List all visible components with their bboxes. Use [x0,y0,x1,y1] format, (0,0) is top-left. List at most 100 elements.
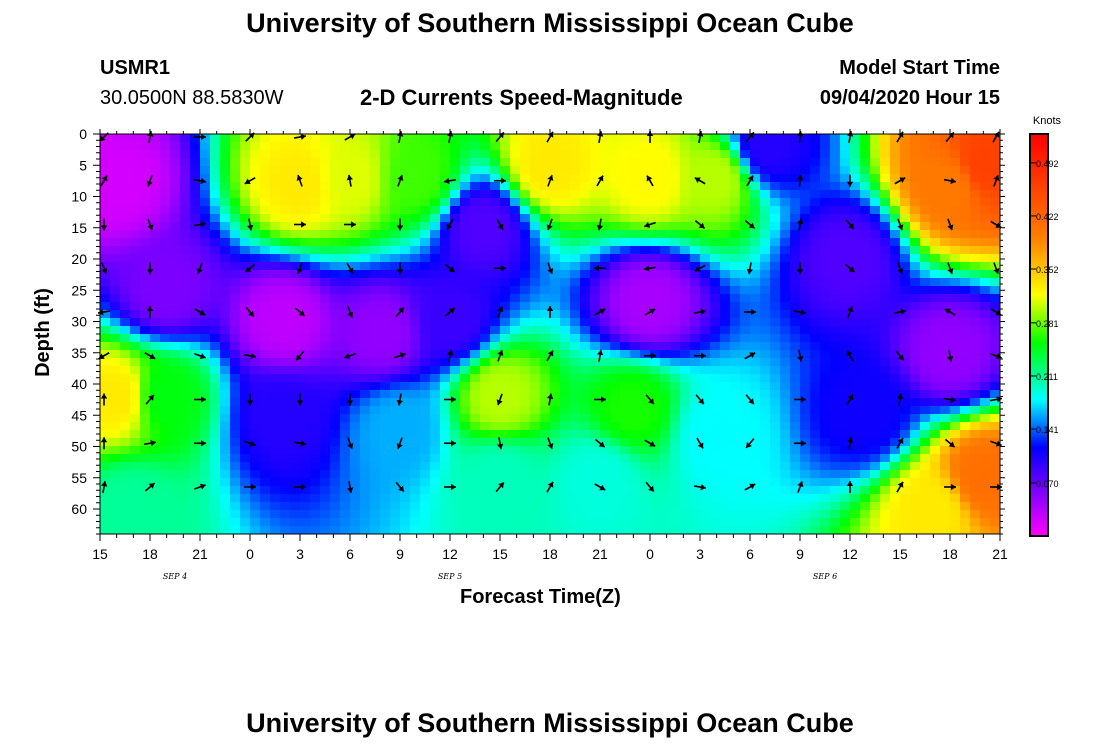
heat-cell [270,342,281,351]
heat-cell [490,166,501,175]
heat-cell [440,134,451,143]
heat-cell [810,350,821,359]
heat-cell [470,142,481,151]
heat-cell [680,382,691,391]
heat-cell [150,366,161,375]
heat-cell [440,350,451,359]
heat-cell [570,390,581,399]
heat-cell [100,438,111,447]
heat-cell [270,502,281,511]
heat-cell [690,350,701,359]
heat-cell [730,230,741,239]
heat-cell [860,238,871,247]
heat-cell [590,382,601,391]
heat-cell [440,454,451,463]
heat-cell [240,278,251,287]
heat-cell [630,174,641,183]
heat-cell [580,254,591,263]
heat-cell [160,414,171,423]
heat-cell [540,446,551,455]
heat-cell [640,350,651,359]
heat-cell [510,502,521,511]
heat-cell [350,390,361,399]
heat-cell [130,414,141,423]
heat-cell [930,438,941,447]
heat-cell [630,310,641,319]
heat-cell [950,494,961,503]
heat-cell [430,222,441,231]
heat-cell [470,134,481,143]
heat-cell [280,494,291,503]
heat-cell [460,262,471,271]
heat-cell [590,374,601,383]
heat-cell [700,526,711,534]
heat-cell [990,182,1000,191]
heat-cell [300,182,311,191]
heat-cell [670,382,681,391]
heat-cell [510,366,521,375]
heat-cell [460,390,471,399]
heat-cell [220,302,231,311]
heat-cell [120,510,131,519]
heat-cell [970,174,981,183]
vector-head [749,352,756,359]
heat-cell [890,350,901,359]
heat-cell [970,334,981,343]
heat-cell [140,206,151,215]
heat-cell [710,398,721,407]
heat-cell [270,334,281,343]
heat-cell [120,430,131,439]
heat-cell [380,470,391,479]
heat-cell [220,526,231,534]
heat-cell [220,286,231,295]
heat-cell [170,374,181,383]
heat-cell [440,318,451,327]
heat-cell [920,382,931,391]
heat-cell [210,222,221,231]
heat-cell [140,222,151,231]
heat-cell [450,414,461,423]
heat-cell [740,214,751,223]
heat-cell [730,214,741,223]
heat-cell [190,286,201,295]
heat-cell [930,494,941,503]
heat-cell [320,390,331,399]
heat-cell [360,462,371,471]
heat-cell [900,198,911,207]
heat-cell [990,206,1000,215]
heat-cell [370,294,381,303]
heat-cell [490,438,501,447]
current-vector [645,481,655,493]
current-vector [444,307,456,317]
heat-cell [780,182,791,191]
heat-cell [660,486,671,495]
heat-cell [680,518,691,527]
heat-cell [660,438,671,447]
heat-cell [900,478,911,487]
heat-cell [880,502,891,511]
heat-cell [170,174,181,183]
heat-cell [910,406,921,415]
heat-cell [200,398,211,407]
heat-cell [630,374,641,383]
heat-cell [490,246,501,255]
heat-cell [450,222,461,231]
heat-cell [210,278,221,287]
heat-cell [110,294,121,303]
heat-cell [740,198,751,207]
heat-cell [600,334,611,343]
heat-cell [770,246,781,255]
current-vector [693,308,707,315]
heat-cell [260,390,271,399]
vector-head [950,177,956,185]
heat-cell [580,134,591,143]
heat-cell [650,366,661,375]
heat-cell [620,422,631,431]
heat-cell [290,198,301,207]
heat-cell [520,310,531,319]
heat-cell [410,190,421,199]
heat-cell [890,230,901,239]
heat-cell [120,142,131,151]
heat-cell [920,438,931,447]
heat-cell [310,262,321,271]
